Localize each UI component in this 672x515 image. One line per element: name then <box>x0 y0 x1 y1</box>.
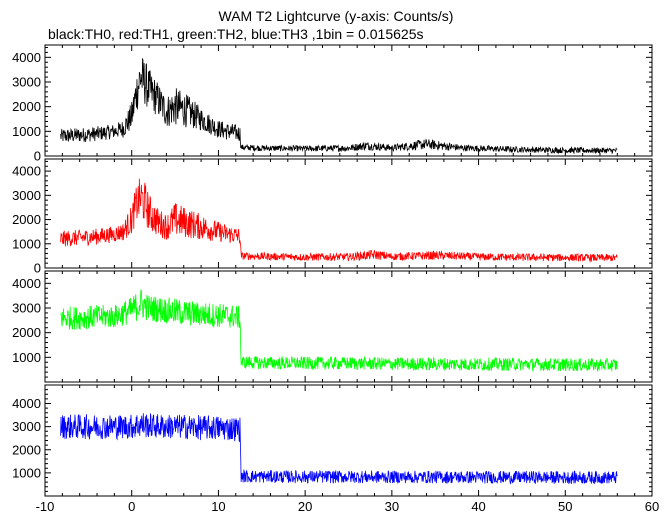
y-tick-label: 4000 <box>12 50 41 65</box>
y-tick-label: 3000 <box>12 301 41 316</box>
x-tick-label: -10 <box>36 499 55 514</box>
panel-frame-th1 <box>44 158 653 269</box>
series-line-th1 <box>60 178 618 263</box>
x-tick-label: 40 <box>471 499 485 514</box>
chart-subtitle: black:TH0, red:TH1, green:TH2, blue:TH3 … <box>48 26 424 42</box>
y-tick-label: 2000 <box>12 325 41 340</box>
y-tick-label: 0 <box>34 149 41 164</box>
y-tick-label: 4000 <box>12 164 41 179</box>
series-line-th2 <box>60 289 618 373</box>
panel-frame-th0 <box>44 44 653 157</box>
x-tick-label: 10 <box>211 499 225 514</box>
x-tick-label: 60 <box>645 499 659 514</box>
x-tick-label: 20 <box>298 499 312 514</box>
series-line-th3 <box>60 413 618 485</box>
chart-title: WAM T2 Lightcurve (y-axis: Counts/s) <box>218 8 454 24</box>
x-tick-label: 50 <box>558 499 572 514</box>
y-tick-label: 2000 <box>12 442 41 457</box>
y-tick-label: 2000 <box>12 212 41 227</box>
y-tick-label: 1000 <box>12 236 41 251</box>
y-tick-label: 4000 <box>12 276 41 291</box>
y-tick-label: 3000 <box>12 75 41 90</box>
x-tick-label: 30 <box>385 499 399 514</box>
x-tick-label: 0 <box>128 499 135 514</box>
y-tick-label: 1000 <box>12 465 41 480</box>
y-tick-label: 2000 <box>12 99 41 114</box>
y-tick-label: 1000 <box>12 350 41 365</box>
series-line-th0 <box>60 57 618 155</box>
y-tick-label: 0 <box>34 261 41 276</box>
y-tick-label: 4000 <box>12 396 41 411</box>
y-tick-label: 3000 <box>12 419 41 434</box>
panel-frame-th2 <box>44 270 653 383</box>
y-tick-label: 3000 <box>12 188 41 203</box>
y-tick-label: 1000 <box>12 124 41 139</box>
